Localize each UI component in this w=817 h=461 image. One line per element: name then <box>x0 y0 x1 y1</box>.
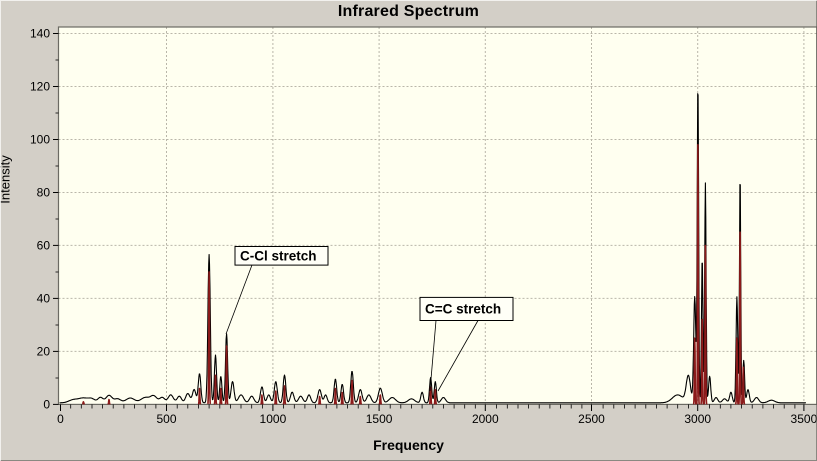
svg-text:3000: 3000 <box>684 412 711 426</box>
svg-text:40: 40 <box>37 291 51 305</box>
svg-text:2000: 2000 <box>472 412 499 426</box>
svg-text:2500: 2500 <box>578 412 605 426</box>
svg-text:500: 500 <box>156 412 176 426</box>
svg-text:100: 100 <box>30 133 50 147</box>
svg-text:1500: 1500 <box>366 412 393 426</box>
svg-text:120: 120 <box>30 80 50 94</box>
svg-text:C=C stretch: C=C stretch <box>425 302 501 317</box>
svg-text:80: 80 <box>37 186 51 200</box>
svg-text:3500: 3500 <box>791 412 817 426</box>
svg-text:0: 0 <box>43 397 50 411</box>
svg-text:140: 140 <box>30 27 50 41</box>
svg-text:0: 0 <box>57 412 64 426</box>
svg-text:C-Cl stretch: C-Cl stretch <box>240 248 317 263</box>
svg-text:1000: 1000 <box>260 412 287 426</box>
svg-text:20: 20 <box>37 344 51 358</box>
svg-text:60: 60 <box>37 238 51 252</box>
